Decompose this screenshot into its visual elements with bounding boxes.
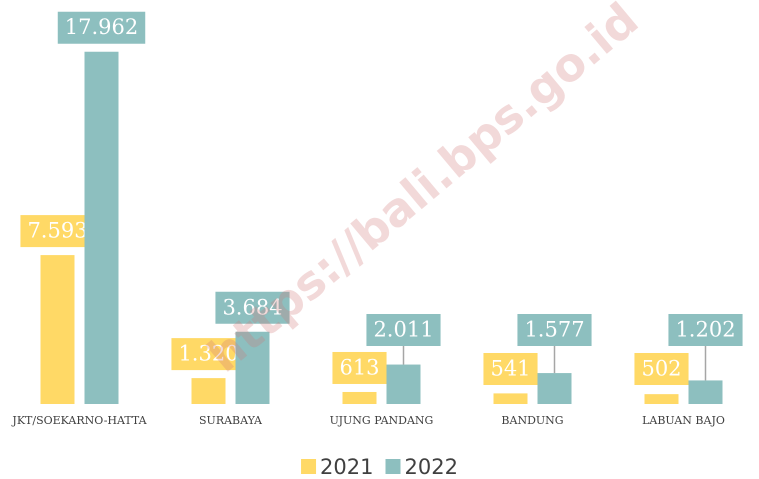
legend-label: 2021 (320, 455, 373, 479)
value-label-bg (332, 351, 387, 384)
bar (537, 373, 572, 404)
bar (688, 380, 723, 404)
value-label-bg (57, 11, 146, 44)
value-label: 1.202 (675, 318, 735, 342)
x-tick-label: LABUAN BAJO (642, 414, 725, 427)
legend-label: 2022 (405, 455, 458, 479)
value-label-bg (634, 353, 689, 385)
value-label-bg (668, 314, 743, 346)
value-label-bg (517, 314, 592, 346)
value-label-bg (20, 215, 95, 248)
value-label-bg (366, 314, 441, 346)
bar (40, 255, 75, 404)
legend-swatch (301, 459, 317, 474)
value-label: 2.011 (373, 318, 433, 342)
bar (235, 331, 270, 404)
value-label-bg (215, 291, 290, 324)
bar (386, 364, 421, 404)
bar (191, 378, 226, 404)
value-label-bg (483, 353, 538, 385)
bar (493, 393, 528, 404)
value-label: 613 (339, 355, 379, 379)
legend-swatch (385, 459, 401, 474)
x-tick-label: SURABAYA (199, 414, 263, 427)
value-label-bg (171, 338, 246, 371)
bar (84, 51, 119, 404)
plot: JKT/SOEKARNO-HATTA 7.593 17.962 SURABAYA 1.3… (11, 11, 743, 479)
value-label: 7.593 (27, 219, 87, 243)
value-label: 1.320 (178, 342, 238, 366)
value-label: 1.577 (524, 318, 584, 342)
value-label: 3.684 (222, 295, 282, 319)
value-label: 541 (490, 357, 530, 381)
bar (644, 394, 679, 404)
x-tick-label: JKT/SOEKARNO-HATTA (11, 414, 147, 427)
x-tick-label: UJUNG PANDANG (330, 414, 434, 427)
x-tick-label: BANDUNG (501, 414, 563, 427)
value-label: 17.962 (65, 15, 138, 39)
bar (342, 391, 377, 404)
value-label: 502 (641, 357, 681, 381)
